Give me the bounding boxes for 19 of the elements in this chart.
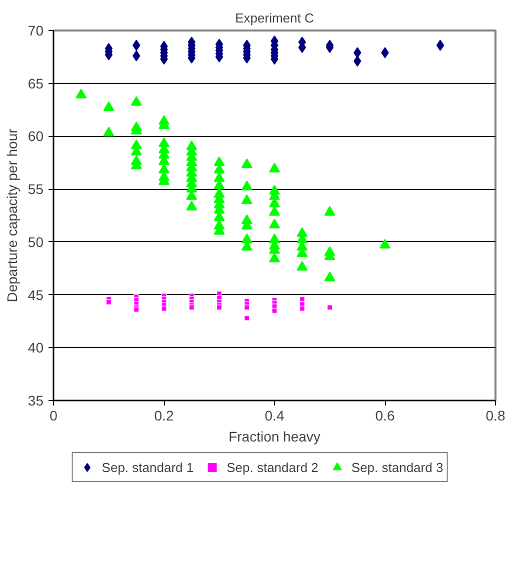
x-axis-title: Fraction heavy bbox=[228, 428, 320, 444]
y-tick-label: 65 bbox=[28, 75, 44, 92]
x-tick-label: 0.4 bbox=[264, 408, 284, 424]
y-tick-label: 50 bbox=[28, 234, 44, 250]
y-axis-title: Departure capacity per hour bbox=[4, 128, 20, 302]
legend-label: Sep. standard 3 bbox=[351, 460, 444, 474]
chart-title: Experiment C bbox=[235, 10, 314, 26]
x-tick-label: 0 bbox=[50, 408, 58, 424]
legend-label: Sep. standard 1 bbox=[102, 460, 194, 474]
y-tick-label: 45 bbox=[28, 286, 44, 303]
y-tick-label: 60 bbox=[28, 128, 44, 144]
x-tick-label: 0.6 bbox=[375, 408, 395, 424]
x-tick-label: 0.8 bbox=[486, 408, 506, 424]
legend-label: Sep. standard 2 bbox=[226, 460, 318, 474]
y-tick-label: 35 bbox=[28, 392, 44, 408]
y-tick-label: 55 bbox=[28, 181, 44, 198]
x-tick-label: 0.2 bbox=[154, 408, 174, 424]
y-tick-label: 70 bbox=[28, 22, 44, 38]
y-tick-label: 40 bbox=[28, 340, 44, 356]
